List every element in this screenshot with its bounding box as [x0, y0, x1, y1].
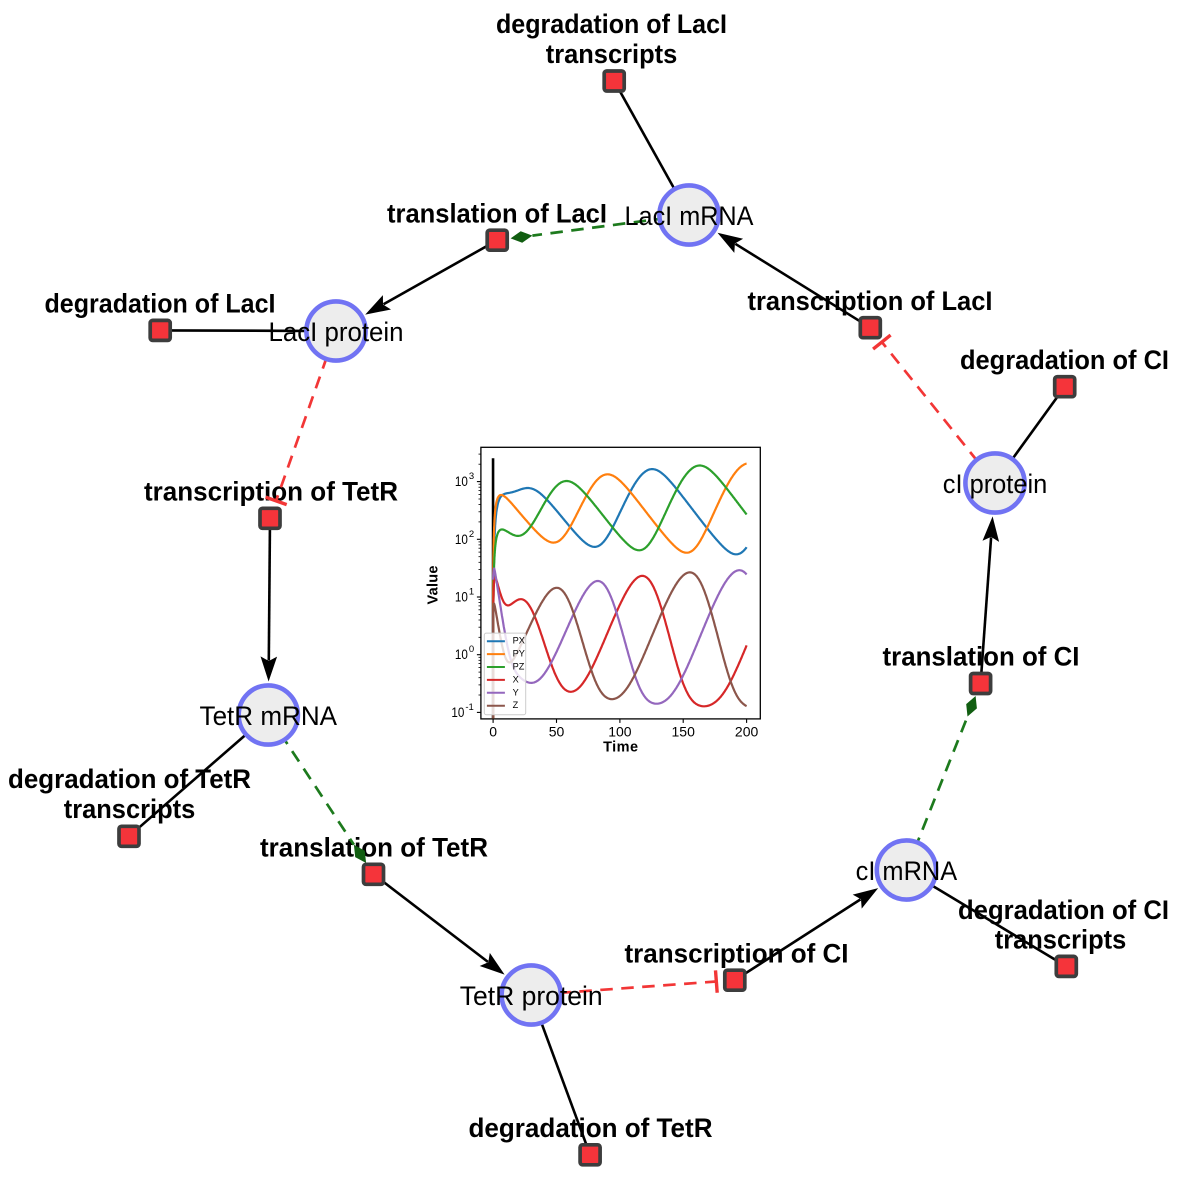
svg-text:translation of LacI: translation of LacI	[387, 198, 607, 228]
svg-text:Y: Y	[513, 687, 519, 697]
svg-text:TetR mRNA: TetR mRNA	[200, 701, 338, 731]
svg-text:0: 0	[469, 644, 474, 655]
svg-text:PZ: PZ	[513, 662, 525, 672]
svg-text:transcription of LacI: transcription of LacI	[748, 286, 993, 316]
svg-text:Value: Value	[426, 566, 442, 605]
svg-text:TetR protein: TetR protein	[460, 981, 603, 1011]
svg-text:transcription of CI: transcription of CI	[625, 938, 849, 968]
svg-text:X: X	[513, 674, 519, 684]
svg-text:10: 10	[451, 705, 464, 720]
svg-text:transcripts: transcripts	[995, 925, 1127, 955]
svg-text:Time: Time	[603, 740, 638, 756]
svg-text:10: 10	[455, 474, 468, 489]
svg-text:translation of TetR: translation of TetR	[260, 833, 488, 863]
svg-text:150: 150	[672, 723, 696, 739]
svg-text:50: 50	[549, 723, 565, 739]
svg-text:2: 2	[469, 529, 474, 540]
svg-text:cI mRNA: cI mRNA	[856, 856, 958, 886]
svg-text:LacI protein: LacI protein	[269, 317, 404, 347]
svg-text:degradation of TetR: degradation of TetR	[469, 1113, 713, 1143]
svg-text:10: 10	[455, 590, 468, 605]
svg-text:200: 200	[735, 723, 759, 739]
svg-text:cI protein: cI protein	[943, 469, 1048, 499]
svg-text:degradation of CI: degradation of CI	[958, 895, 1169, 925]
svg-text:degradation of CI: degradation of CI	[960, 345, 1169, 375]
svg-text:LacI mRNA: LacI mRNA	[625, 201, 754, 231]
svg-text:10: 10	[455, 647, 468, 662]
svg-text:transcription of TetR: transcription of TetR	[144, 476, 398, 506]
svg-text:PX: PX	[513, 636, 525, 646]
svg-text:transcripts: transcripts	[64, 794, 196, 824]
svg-text:degradation of LacI: degradation of LacI	[496, 9, 727, 39]
svg-text:3: 3	[469, 471, 474, 482]
svg-text:degradation of LacI: degradation of LacI	[45, 289, 276, 319]
svg-text:Z: Z	[513, 700, 519, 710]
svg-text:10: 10	[455, 532, 468, 547]
svg-text:transcripts: transcripts	[546, 39, 678, 69]
svg-text:PY: PY	[513, 649, 525, 659]
svg-text:1: 1	[469, 587, 474, 598]
svg-text:0: 0	[489, 723, 497, 739]
svg-text:100: 100	[608, 723, 632, 739]
svg-text:degradation of TetR: degradation of TetR	[8, 764, 251, 794]
svg-text:-1: -1	[465, 702, 473, 713]
